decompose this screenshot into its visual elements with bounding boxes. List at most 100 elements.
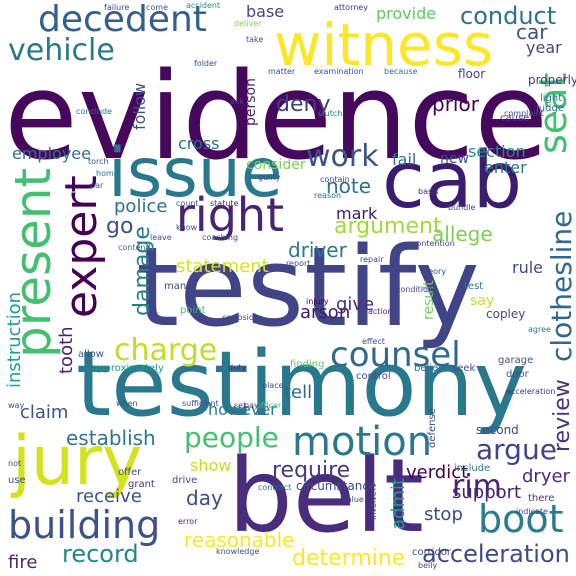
small-word: cause [500,113,530,124]
small-word: contain [320,175,350,184]
word-require: require [272,458,351,483]
word-right: right [176,188,285,242]
small-word: floor [458,67,486,81]
word-day: day [186,486,223,510]
word-driver: driver [288,238,347,262]
word-note: note [326,174,372,198]
word-charge: charge [114,333,218,368]
small-word: control [356,371,391,382]
small-word: believe [414,363,451,374]
small-word: corridor [412,547,452,558]
word-consider: consider [246,157,306,173]
small-word: defense [427,408,438,448]
word-review: review [550,379,575,452]
word-instruction: instruction [4,291,25,388]
word-argument: argument [334,214,442,239]
word-counsel: counsel [330,335,461,375]
small-word: corrosion [222,313,259,322]
word-dryer: dryer [522,466,570,487]
small-word: drive [172,475,198,486]
word-building: building [8,503,161,547]
small-word: set [234,401,247,410]
small-word: par [90,181,104,190]
word-new: new [440,151,469,167]
small-word: action [368,307,393,316]
small-word: home [96,169,119,178]
word-establish: establish [66,426,156,450]
word-rim: rim [452,469,502,504]
small-word: condition [396,285,433,294]
word-jury: jury [12,422,143,501]
small-word: when [116,399,138,408]
word-deny: deny [276,92,331,117]
small-word: basis [418,187,439,196]
small-word: injury [306,297,329,306]
word-receive: receive [76,486,142,507]
small-word: error [178,517,198,526]
small-word: grant [128,479,155,490]
small-word: guilty [258,173,281,182]
word-expert: expert [56,175,107,318]
small-word: include [454,463,491,474]
small-word: take [246,35,264,44]
small-word: theory [420,267,447,276]
word-follow: follow [130,82,149,130]
small-word: pay [244,401,259,410]
small-word: value [342,495,364,504]
small-word: involve [369,491,378,520]
small-word: copley [486,307,526,321]
word-give: give [336,294,375,315]
small-word: statute [210,199,239,208]
small-word: report [286,259,311,268]
small-word: repair [360,255,384,264]
word-evidence: evidence [4,48,549,187]
word-enter: enter [484,158,527,177]
small-word: light [540,93,563,104]
word-belt: belt [228,437,424,556]
small-word: accident [186,1,221,10]
small-word: there [528,493,555,504]
small-word: place [262,381,284,390]
word-argue: argue [476,433,557,466]
word-work: work [306,139,379,174]
word-go: go [106,214,134,239]
small-word: failure [104,3,130,12]
word-vehicle: vehicle [8,33,115,68]
word-admit: admit [388,477,409,530]
small-word: bundle [448,203,476,212]
small-word: clutch [318,109,343,118]
small-word: garage [498,355,534,366]
word-mark: mark [336,204,378,223]
word-employee: employee [12,144,91,163]
small-word: torch [88,157,109,166]
small-word: man [164,281,187,292]
word-allege: allege [432,222,493,246]
small-word: finding [290,359,325,370]
small-word: sufficient [182,399,219,408]
word-verdict: verdict [406,462,469,483]
word-support: support [452,482,522,503]
word-boot: boot [478,497,564,541]
small-word: contend [118,243,151,252]
word-determine: determine [292,546,406,571]
small-word: seek [452,363,476,374]
word-cross: cross [178,134,220,153]
word-year: year [526,38,562,57]
small-word: ask [230,97,244,106]
word-acceleration: acceleration [422,540,570,568]
small-word: reason [314,191,342,200]
word-person: person [243,78,259,126]
small-word: deliver [234,19,262,28]
word-tell: tell [284,382,313,403]
small-word: effect [362,337,385,346]
word-car: car [516,20,548,44]
word-claim: claim [20,402,69,423]
word-section: section [468,142,526,161]
small-word: examination [314,67,364,76]
small-word: knowledge [216,547,260,556]
word-fire: fire [8,552,38,573]
small-word: not [8,459,22,468]
word-second: second [476,423,519,437]
small-word: point [180,305,206,316]
